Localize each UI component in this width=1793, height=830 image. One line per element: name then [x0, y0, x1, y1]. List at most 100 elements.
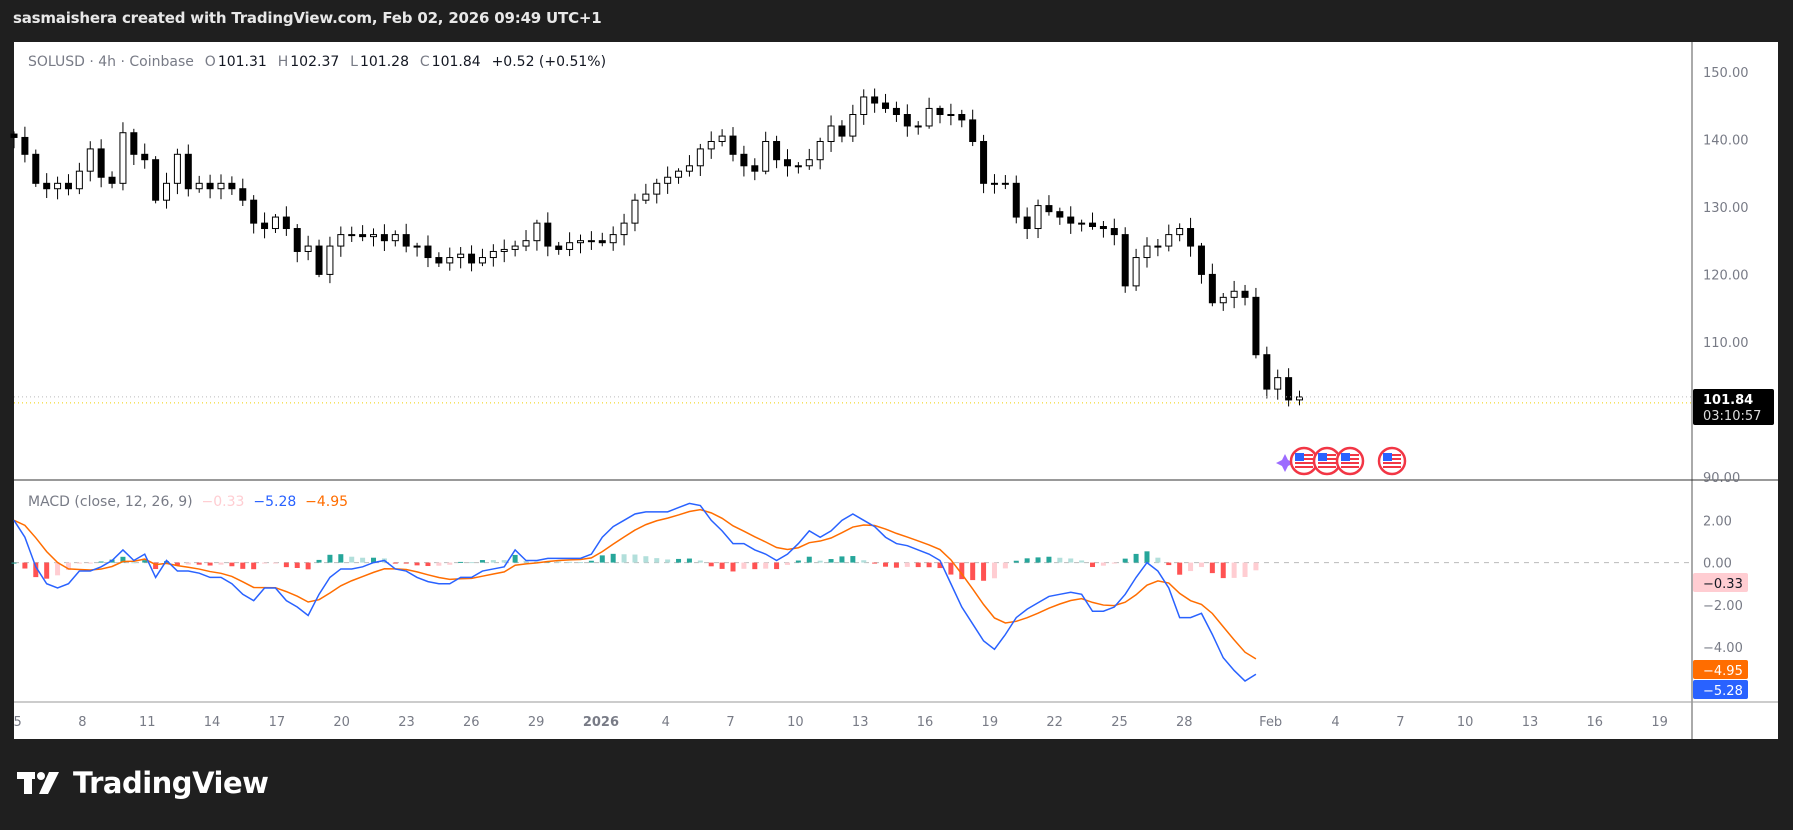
- macd-hist-bar: [708, 562, 714, 567]
- time-tick-label: 29: [528, 715, 545, 730]
- macd-value: −5.28: [253, 494, 297, 510]
- time-tick-label: 26: [463, 715, 480, 730]
- time-tick-label: 20: [333, 715, 350, 730]
- time-tick-label: 8: [78, 715, 86, 730]
- tradingview-logo-mark-icon: [17, 772, 59, 794]
- candle-body: [119, 132, 127, 184]
- macd-hist-bar: [512, 554, 518, 563]
- candle-body: [903, 114, 911, 127]
- macd-hist-bar: [948, 562, 954, 575]
- candle-body: [598, 240, 606, 244]
- macd-hist-bar: [501, 560, 507, 563]
- macd-title[interactable]: MACD (close, 12, 26, 9): [28, 494, 193, 510]
- price-tick-label: 120.00: [1703, 268, 1749, 283]
- macd-hist-bar: [534, 561, 540, 563]
- candle-body: [827, 125, 835, 142]
- macd-hist-bar: [567, 561, 573, 563]
- macd-hist-bar: [1166, 562, 1172, 566]
- time-tick-label: Feb: [1259, 715, 1282, 730]
- macd-hist-bar: [207, 562, 213, 566]
- macd-hist-bar: [1035, 557, 1041, 563]
- candle-body: [424, 245, 432, 259]
- macd-hist-bar: [1242, 562, 1248, 578]
- macd-hist-bar: [937, 562, 943, 569]
- macd-hist-bar: [850, 556, 856, 563]
- candle-body: [337, 234, 345, 247]
- candle-body: [773, 140, 781, 161]
- candle-body: [1110, 228, 1118, 236]
- candle-body: [86, 148, 94, 172]
- macd-hist-bar: [458, 561, 464, 563]
- flag-canton: [1318, 453, 1327, 461]
- macd-hist-bar: [87, 562, 93, 564]
- candle-body: [468, 253, 476, 264]
- price-label-box: [1693, 389, 1774, 425]
- candle-body: [555, 245, 563, 250]
- candles: [10, 88, 1304, 407]
- macd-hist-bar: [588, 560, 594, 563]
- macd-hist-bar: [915, 562, 921, 568]
- macd-value-label-box: [1693, 680, 1748, 699]
- candle-body: [64, 182, 72, 190]
- high-label: H: [277, 54, 289, 70]
- time-tick-label: 13: [1522, 715, 1539, 730]
- candle-body: [642, 193, 650, 201]
- price-tick-label: 90.00: [1703, 471, 1740, 486]
- macd-hist-label: −0.33: [1703, 577, 1743, 592]
- candle-body: [947, 114, 955, 117]
- macd-hist-bar: [904, 562, 910, 567]
- macd-hist-bar: [131, 562, 137, 564]
- candle-body: [1001, 182, 1009, 185]
- macd-hist-bar: [719, 562, 725, 569]
- candle-body: [1219, 296, 1227, 304]
- macd-hist-bar: [643, 556, 649, 563]
- flag-stripe: [1318, 466, 1336, 468]
- macd-hist-bar: [763, 562, 769, 569]
- time-tick-label: 16: [1587, 715, 1604, 730]
- candle-body: [173, 153, 181, 184]
- candle-body: [1241, 290, 1249, 298]
- candle-body: [108, 176, 116, 184]
- candle-body: [740, 153, 748, 167]
- macd-legend: MACD (close, 12, 26, 9) −0.33 −5.28 −4.9…: [28, 494, 348, 510]
- flag-stripe: [1318, 462, 1336, 464]
- macd-hist-bar: [1090, 562, 1096, 568]
- symbol-info[interactable]: SOLUSD · 4h · Coinbase: [28, 54, 194, 70]
- candle-body: [141, 153, 149, 161]
- macd-hist-bar: [305, 562, 311, 570]
- time-tick-label: 25: [1111, 715, 1128, 730]
- candle-body: [282, 216, 290, 230]
- candle-body: [370, 234, 378, 238]
- candle-body: [1154, 245, 1162, 248]
- candle-body: [653, 182, 661, 195]
- macd-hist-bar: [164, 561, 170, 563]
- candle-body: [348, 234, 356, 237]
- candle-body: [685, 165, 693, 172]
- macd-hist-bar: [806, 556, 812, 563]
- macd-line: [13, 502, 1257, 682]
- candle-body: [914, 125, 922, 128]
- symbol-legend: SOLUSD · 4h · Coinbase O 101.31 H 102.37 L…: [28, 54, 608, 70]
- candle-body: [250, 199, 258, 224]
- macd-hist-bar: [349, 556, 355, 563]
- candle-body: [97, 148, 105, 178]
- macd-hist-bar: [784, 562, 790, 565]
- star-event-icon: [1276, 454, 1294, 472]
- macd-histogram: [11, 551, 1259, 581]
- candle-body: [271, 216, 279, 230]
- price-tick-label: 130.00: [1703, 201, 1749, 216]
- candle-body: [860, 96, 868, 116]
- macd-hist-bar: [959, 562, 965, 580]
- macd-hist-bar: [218, 562, 224, 565]
- macd-hist-bar: [283, 562, 289, 568]
- macd-hist-bar: [1155, 557, 1161, 563]
- macd-hist-bar: [469, 562, 475, 564]
- candle-body: [936, 107, 944, 116]
- candle-body: [1252, 296, 1260, 356]
- chart-frame: [14, 42, 1778, 739]
- time-tick-label: 10: [1457, 715, 1474, 730]
- macd-hist-bar: [371, 557, 377, 563]
- change-value: +0.52 (+0.51%): [491, 54, 607, 70]
- macd-hist-bar: [294, 562, 300, 568]
